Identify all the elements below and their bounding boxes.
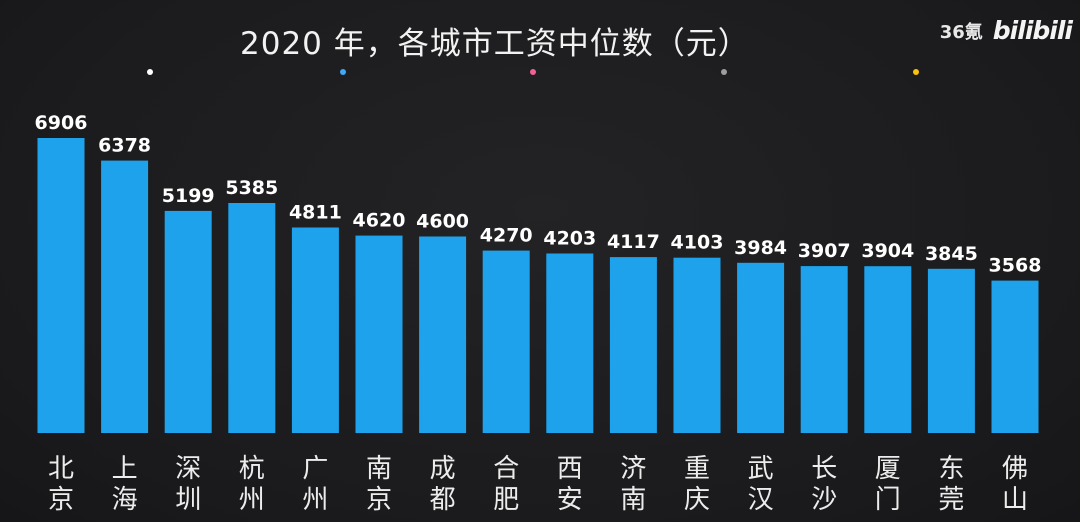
chart-title: 2020 年，各城市工资中位数（元） [240, 26, 750, 62]
category-label: 长沙 [811, 454, 837, 515]
bar [37, 138, 85, 433]
bar [101, 160, 149, 433]
category-label: 深圳 [175, 454, 201, 515]
value-label: 5199 [162, 185, 215, 207]
watermark-bilibili-logo: bilibili [992, 16, 1073, 45]
category-label: 厦门 [875, 454, 901, 515]
decor-dot [721, 69, 727, 75]
bar [164, 210, 212, 433]
bars-group [37, 138, 1039, 433]
bar [864, 266, 912, 433]
bar [991, 280, 1039, 433]
bar [482, 250, 530, 433]
decor-dot [530, 69, 536, 75]
bar [673, 257, 721, 433]
value-label: 4620 [353, 210, 406, 232]
category-label: 武汉 [748, 454, 774, 515]
bar [419, 236, 467, 433]
bar [546, 253, 594, 433]
value-label: 3907 [798, 240, 851, 262]
bar [355, 235, 403, 433]
category-label: 南京 [366, 454, 392, 515]
value-label: 3845 [925, 243, 978, 265]
category-label: 广州 [302, 454, 328, 515]
watermark: 36氪 bilibili [939, 16, 1073, 45]
value-label: 6906 [35, 112, 88, 134]
value-label: 4203 [543, 228, 596, 250]
bar [609, 257, 657, 433]
category-label: 西安 [557, 454, 583, 515]
value-label: 4811 [289, 202, 342, 224]
value-label: 4600 [416, 211, 469, 233]
value-labels-group: 6906 6378 5199 5385 4811 4620 4600 4270 4203 4117… [35, 112, 1042, 277]
category-label: 济南 [620, 454, 646, 515]
value-label: 3984 [734, 237, 787, 259]
category-label: 成都 [430, 454, 456, 515]
decor-dot [913, 69, 919, 75]
value-label: 4270 [480, 225, 533, 247]
category-label: 上海 [112, 454, 138, 515]
bar [927, 268, 975, 433]
category-label: 重庆 [684, 454, 710, 515]
value-label: 4117 [607, 231, 660, 253]
category-label: 杭州 [239, 454, 265, 515]
bar [737, 262, 785, 433]
decor-dot [147, 69, 153, 75]
value-label: 3904 [861, 240, 914, 262]
value-label: 4103 [671, 232, 724, 254]
bar [800, 266, 848, 433]
bar [291, 227, 339, 433]
value-label: 6378 [98, 135, 151, 157]
decor-dots [147, 69, 919, 75]
value-label: 3568 [989, 255, 1042, 277]
category-label: 佛山 [1002, 454, 1028, 515]
category-label: 北京 [48, 454, 74, 515]
category-label: 合肥 [493, 454, 519, 515]
value-label: 5385 [225, 177, 278, 199]
watermark-36kr: 36氪 [939, 21, 983, 43]
bar [228, 203, 276, 433]
category-label: 东莞 [938, 454, 964, 515]
decor-dot [340, 69, 346, 75]
